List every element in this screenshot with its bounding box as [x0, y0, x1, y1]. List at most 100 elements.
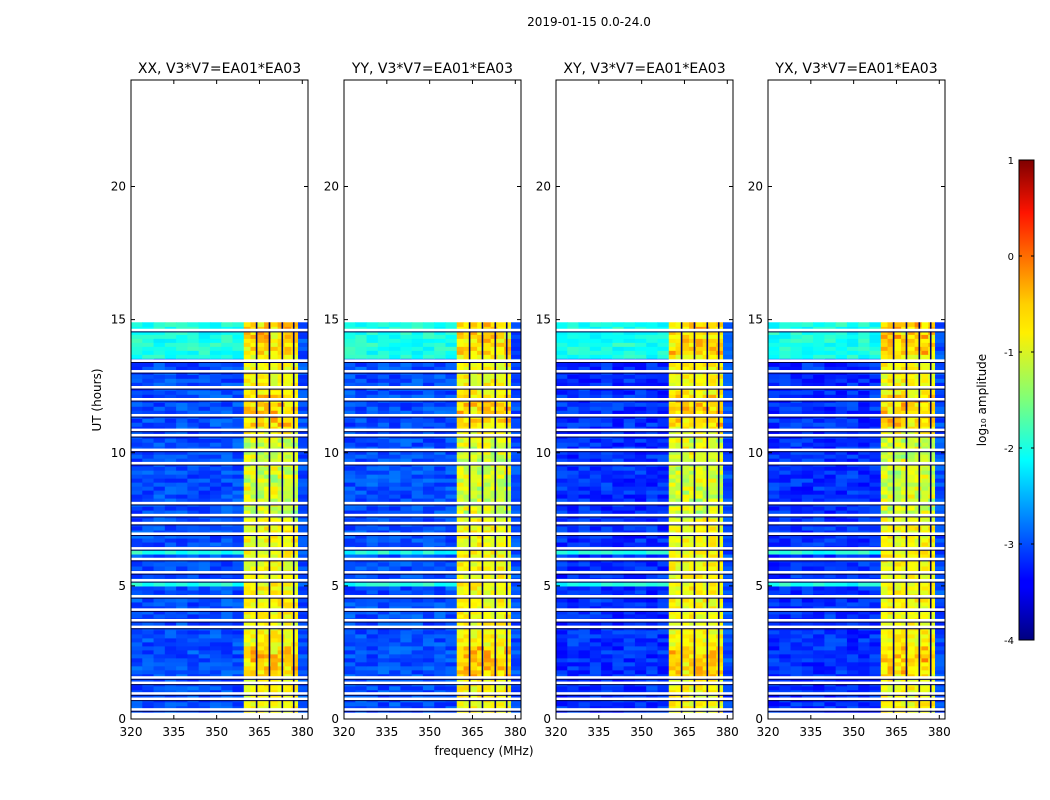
flagged-row [768, 532, 945, 536]
flagged-row [344, 513, 521, 517]
flagged-row-edge [131, 524, 308, 526]
flagged-row-edge [556, 628, 733, 630]
flagged-row-edge [556, 694, 733, 696]
flagged-row-edge [131, 710, 308, 712]
y-tick-label: 5 [543, 579, 551, 593]
spectrogram-image [768, 322, 945, 719]
flagged-row-edge [556, 400, 733, 402]
flagged-row-edge [556, 388, 733, 390]
flagged-row-edge [768, 388, 945, 390]
flagged-row-edge [344, 694, 521, 696]
flagged-row-edge [131, 610, 308, 612]
flagged-row [131, 571, 308, 574]
flagged-row-edge [344, 504, 521, 506]
flagged-row [768, 448, 945, 452]
flagged-row [556, 547, 733, 550]
flagged-row [344, 547, 521, 550]
flagged-row-edge [768, 621, 945, 623]
x-tick-label: 335 [375, 725, 398, 739]
flagged-row-edge [768, 451, 945, 453]
flagged-row-edge [556, 416, 733, 418]
flagged-row-edge [344, 597, 521, 599]
band-gap-line [693, 322, 696, 714]
flagged-row-edge [131, 516, 308, 518]
flagged-row [556, 618, 733, 622]
flagged-row [344, 370, 521, 373]
flagged-row-edge [131, 597, 308, 599]
flagged-row [556, 328, 733, 332]
flagged-row [556, 386, 733, 389]
flagged-row [344, 595, 521, 598]
flagged-row-edge [768, 700, 945, 702]
flagged-row [556, 428, 733, 432]
flagged-row-edge [344, 436, 521, 438]
empty-start [131, 712, 308, 719]
flagged-row-edge [131, 535, 308, 537]
flagged-row-edge [344, 710, 521, 712]
flagged-row [344, 532, 521, 536]
flagged-row-edge [344, 700, 521, 702]
flagged-row [556, 625, 733, 629]
flagged-row-edge [556, 710, 733, 712]
y-tick-label: 15 [748, 313, 763, 327]
flagged-row [344, 413, 521, 417]
band-gap-line [905, 322, 908, 714]
x-tick-label: 365 [885, 725, 908, 739]
flagged-row-edge [131, 464, 308, 466]
colorbar-tick-label: -1 [1004, 348, 1014, 359]
flagged-row-edge [556, 684, 733, 686]
y-tick-label: 10 [748, 446, 763, 460]
flagged-row [768, 697, 945, 701]
flagged-row-edge [131, 628, 308, 630]
flagged-row-edge [556, 581, 733, 583]
flagged-row [131, 328, 308, 332]
flagged-row-edge [768, 504, 945, 506]
flagged-row [556, 557, 733, 561]
flagged-row-edge [556, 436, 733, 438]
flagged-row [768, 501, 945, 505]
flagged-row-edge [556, 331, 733, 333]
flagged-row [131, 625, 308, 629]
flagged-row [768, 557, 945, 561]
flagged-row [556, 579, 733, 582]
flagged-row [768, 708, 945, 711]
axes-frame [130, 79, 309, 720]
flagged-row [131, 513, 308, 517]
flagged-row [344, 428, 521, 432]
y-tick-label: 10 [324, 446, 339, 460]
band-gap-line [680, 322, 683, 714]
flagged-row [344, 697, 521, 701]
colorbar-tick-label: 1 [1008, 156, 1014, 167]
flagged-row [344, 681, 521, 685]
flagged-row [556, 521, 733, 525]
flagged-row [768, 681, 945, 685]
flagged-row [556, 692, 733, 695]
flagged-row-edge [131, 400, 308, 402]
y-tick-label: 0 [331, 712, 339, 726]
flagged-row-edge [768, 535, 945, 537]
band-gap-line [255, 322, 258, 714]
x-tick-label: 320 [333, 725, 356, 739]
flagged-row [344, 521, 521, 525]
x-tick-label: 335 [162, 725, 185, 739]
flagged-row-edge [768, 431, 945, 433]
flagged-row [344, 386, 521, 389]
flagged-row-edge [344, 621, 521, 623]
flagged-row-edge [344, 581, 521, 583]
x-tick-label: 320 [120, 725, 143, 739]
y-tick-label: 5 [118, 579, 126, 593]
flagged-row-edge [344, 361, 521, 363]
flagged-row-edge [131, 416, 308, 418]
flagged-row [131, 692, 308, 695]
flagged-row [556, 532, 733, 536]
flagged-row-edge [556, 524, 733, 526]
flagged-row-edge [768, 710, 945, 712]
flagged-row [556, 595, 733, 598]
flagged-row [556, 571, 733, 574]
flagged-row [344, 359, 521, 362]
flagged-row-edge [768, 573, 945, 575]
flagged-row [131, 359, 308, 362]
flagged-row-edge [344, 516, 521, 518]
spectrogram-image [344, 322, 521, 719]
